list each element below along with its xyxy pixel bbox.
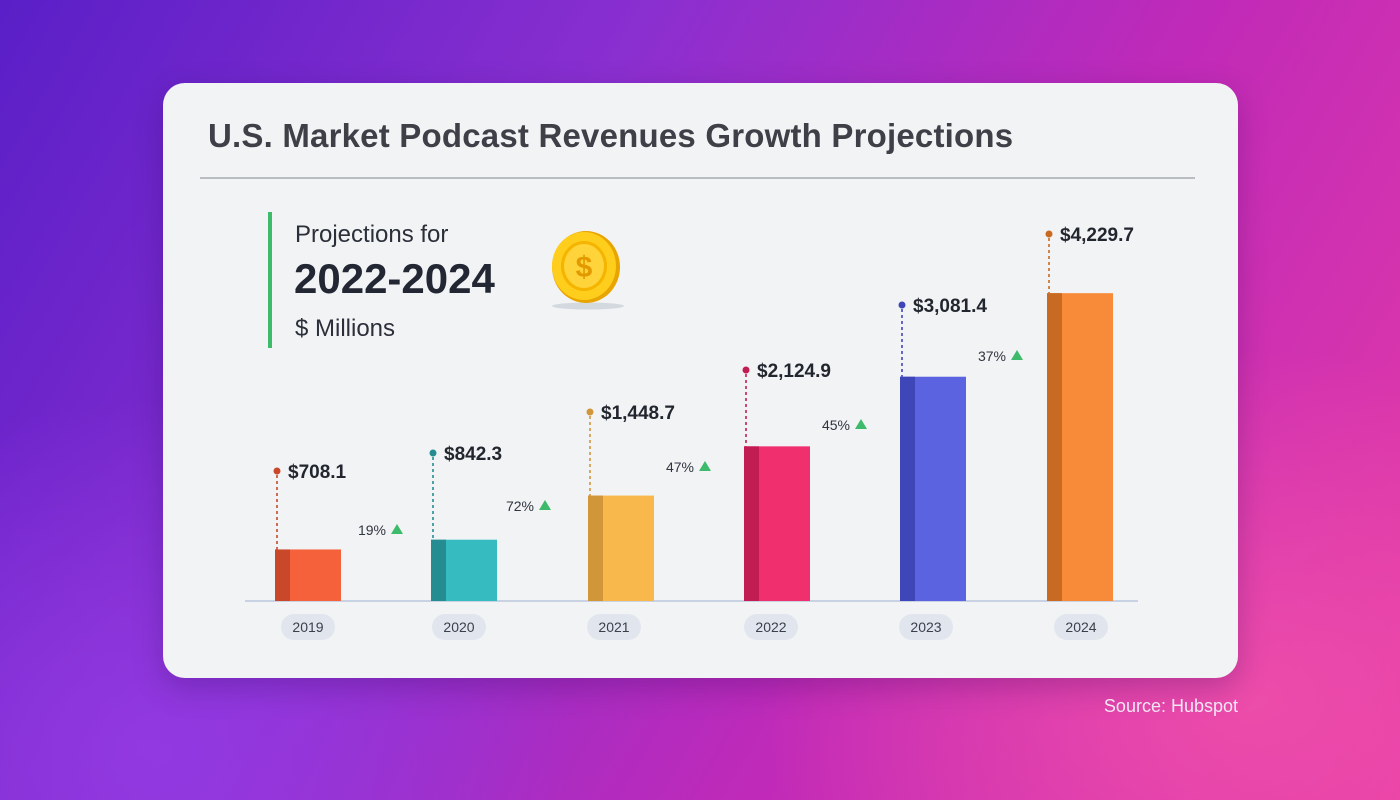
growth-up-arrow-icon-2 <box>539 500 551 510</box>
year-label-2023: 2023 <box>910 619 941 635</box>
bar-shade-2022 <box>744 446 759 601</box>
year-pill-2022 <box>744 614 798 640</box>
leader-dot-2019 <box>273 467 281 475</box>
growth-label-5: 37% <box>978 348 1006 364</box>
leader-dot-2023 <box>898 301 906 309</box>
growth-label-4: 45% <box>822 417 850 433</box>
growth-up-arrow-icon-5 <box>1011 350 1023 360</box>
value-label-2024: $4,229.7 <box>1060 225 1134 246</box>
year-label-2020: 2020 <box>443 619 474 635</box>
year-label-2022: 2022 <box>755 619 786 635</box>
leader-dot-2022 <box>742 366 750 374</box>
source-note: Source: Hubspot <box>1103 696 1238 716</box>
title-divider <box>200 177 1195 179</box>
year-label-2019: 2019 <box>292 619 323 635</box>
growth-up-arrow-icon-4 <box>855 419 867 429</box>
growth-label-3: 47% <box>666 459 694 475</box>
value-label-2022: $2,124.9 <box>757 361 831 382</box>
value-label-2021: $1,448.7 <box>601 403 675 424</box>
growth-up-arrow-icon-3 <box>699 461 711 471</box>
projections-accent-bar <box>268 212 272 348</box>
projections-range: 2022-2024 <box>294 255 495 302</box>
bar-shade-2023 <box>900 376 915 601</box>
year-pill-2021 <box>587 614 641 640</box>
growth-label-2: 72% <box>506 498 534 514</box>
chart-title: U.S. Market Podcast Revenues Growth Proj… <box>208 117 1014 154</box>
year-pill-2019 <box>281 614 335 640</box>
year-pill-2020 <box>432 614 486 640</box>
svg-text:$: $ <box>576 251 593 284</box>
value-label-2019: $708.1 <box>288 462 347 483</box>
value-label-2020: $842.3 <box>444 444 502 465</box>
leader-dot-2024 <box>1045 230 1053 238</box>
growth-up-arrow-icon-1 <box>391 524 403 534</box>
bar-shade-2024 <box>1047 293 1062 601</box>
year-label-2024: 2024 <box>1065 619 1096 635</box>
bar-shade-2019 <box>275 549 290 601</box>
year-label-2021: 2021 <box>598 619 629 635</box>
year-pill-2023 <box>899 614 953 640</box>
bar-shade-2020 <box>431 539 446 601</box>
leader-dot-2020 <box>429 449 437 457</box>
leader-dot-2021 <box>586 408 594 416</box>
coin-dollar-icon: $ <box>552 231 624 310</box>
bar-shade-2021 <box>588 495 603 601</box>
projections-unit: $ Millions <box>295 315 396 342</box>
year-pill-2024 <box>1054 614 1108 640</box>
growth-label-1: 19% <box>358 522 386 538</box>
projections-label: Projections for <box>295 221 449 248</box>
value-label-2023: $3,081.4 <box>913 296 987 317</box>
